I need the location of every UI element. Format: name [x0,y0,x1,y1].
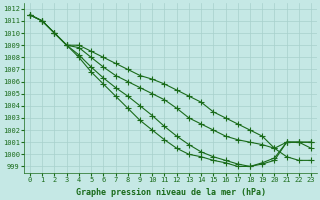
X-axis label: Graphe pression niveau de la mer (hPa): Graphe pression niveau de la mer (hPa) [76,188,266,197]
